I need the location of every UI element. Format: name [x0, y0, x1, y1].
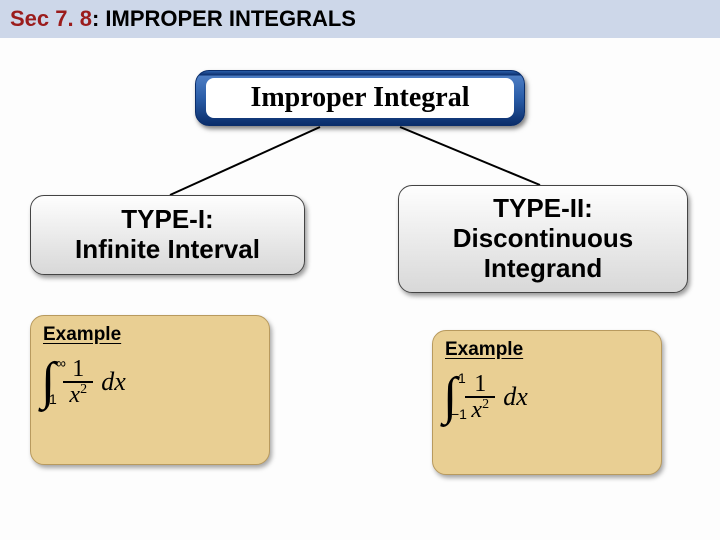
connector-right	[400, 127, 540, 185]
type1-line2: Infinite Interval	[75, 235, 260, 265]
int2-dx: dx	[503, 382, 528, 412]
example-1-box: Example ∫ ∞ 1 1 x2 dx	[30, 315, 270, 465]
type-1-box: TYPE-I: Infinite Interval	[30, 195, 305, 275]
example-2-box: Example ∫ 1 −1 1 x2 dx	[432, 330, 662, 475]
type2-line2: Discontinuous	[453, 224, 634, 254]
int1-den: x2	[65, 383, 91, 407]
type2-line1: TYPE-II:	[453, 194, 634, 224]
title-text: Improper Integral	[206, 78, 514, 118]
int1-dx: dx	[101, 367, 126, 397]
example-1-label: Example	[31, 316, 269, 350]
int1-lower: 1	[49, 392, 57, 406]
section-title: : IMPROPER INTEGRALS	[92, 6, 356, 31]
type-2-box: TYPE-II: Discontinuous Integrand	[398, 185, 688, 293]
example-2-label: Example	[433, 331, 661, 365]
type2-line3: Integrand	[453, 254, 634, 284]
title-box: Improper Integral	[195, 70, 525, 126]
connector-left	[170, 127, 320, 195]
int2-fraction: 1 x2	[465, 372, 495, 422]
integral-2: ∫ 1 −1 1 x2 dx	[433, 365, 661, 429]
int1-upper: ∞	[56, 356, 66, 370]
int2-num: 1	[470, 372, 490, 396]
integral-sign-icon: ∫ 1 −1	[443, 371, 457, 423]
type1-line1: TYPE-I:	[75, 205, 260, 235]
slide-header: Sec 7. 8: IMPROPER INTEGRALS	[0, 0, 720, 38]
section-number: Sec 7. 8	[10, 6, 92, 31]
integral-sign-icon: ∫ ∞ 1	[41, 356, 55, 408]
int2-den: x2	[467, 398, 493, 422]
integral-1: ∫ ∞ 1 1 x2 dx	[31, 350, 269, 414]
int1-num: 1	[68, 357, 88, 381]
int1-fraction: 1 x2	[63, 357, 93, 407]
int2-upper: 1	[458, 371, 466, 385]
int2-lower: −1	[451, 407, 467, 421]
